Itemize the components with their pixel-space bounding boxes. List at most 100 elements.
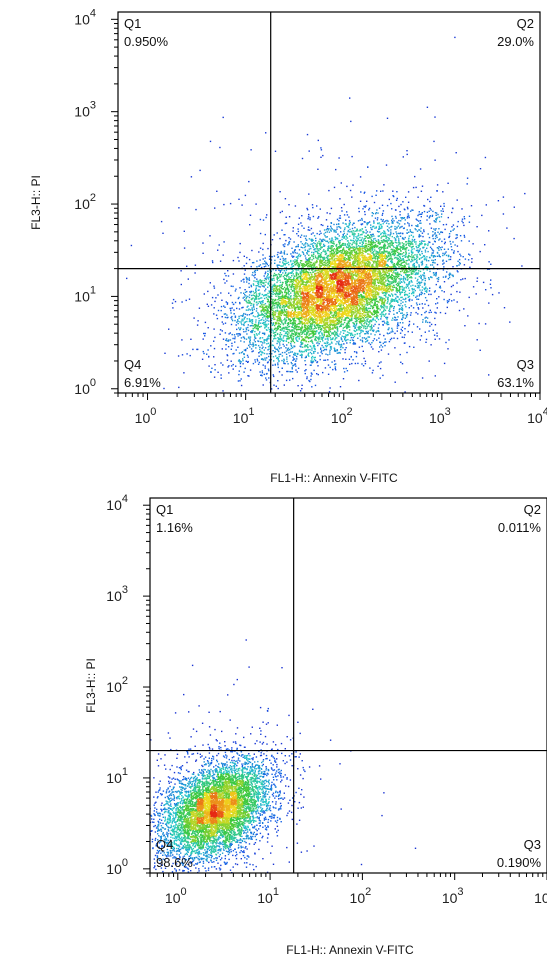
event-point: [366, 274, 368, 276]
event-point: [190, 338, 192, 340]
event-point: [375, 264, 377, 266]
event-point: [410, 210, 412, 212]
event-point: [353, 249, 356, 252]
event-point: [311, 308, 313, 310]
event-point: [334, 337, 337, 340]
event-point: [239, 301, 241, 304]
event-point: [282, 265, 284, 267]
event-point: [414, 258, 416, 261]
event-point: [318, 250, 320, 252]
event-point: [309, 218, 311, 221]
event-point: [367, 237, 370, 239]
event-point: [419, 220, 422, 222]
event-point: [303, 277, 306, 279]
event-point: [348, 314, 350, 316]
event-point: [318, 267, 321, 269]
event-point: [273, 290, 275, 293]
event-point: [273, 360, 275, 362]
event-point: [331, 303, 333, 305]
event-point: [379, 309, 381, 311]
event-point: [407, 239, 410, 241]
event-point: [220, 305, 223, 308]
event-point: [396, 235, 398, 237]
event-point: [227, 346, 230, 348]
event-point: [372, 238, 375, 240]
event-point: [420, 190, 423, 192]
event-point: [344, 337, 346, 340]
event-point: [420, 281, 423, 283]
event-point: [427, 243, 429, 245]
event-point: [281, 265, 283, 267]
event-point: [263, 349, 265, 351]
event-point: [257, 298, 259, 300]
event-point: [421, 242, 423, 245]
event-point: [374, 255, 377, 258]
event-point: [428, 311, 430, 314]
event-point: [391, 319, 393, 321]
event-point: [399, 256, 401, 258]
event-point: [339, 333, 341, 335]
event-point: [380, 239, 383, 242]
event-point: [388, 276, 390, 279]
event-point: [405, 253, 407, 255]
event-point: [300, 234, 303, 236]
event-point: [380, 315, 383, 317]
event-point: [326, 227, 329, 230]
event-point: [259, 371, 261, 373]
event-point: [431, 249, 434, 251]
event-point: [325, 286, 327, 288]
event-point: [365, 236, 368, 238]
event-point: [339, 295, 341, 297]
event-point: [419, 213, 422, 215]
event-point: [288, 293, 290, 295]
event-point: [265, 265, 267, 267]
event-point: [438, 254, 440, 256]
event-point: [435, 274, 437, 276]
event-point: [374, 298, 376, 300]
event-point: [344, 311, 347, 313]
event-point: [300, 301, 302, 303]
event-point: [301, 310, 303, 312]
event-point: [354, 272, 357, 274]
event-point: [391, 289, 394, 291]
event-point: [284, 334, 286, 337]
event-point: [366, 316, 369, 318]
event-point: [292, 301, 295, 303]
event-point: [369, 245, 372, 247]
event-point: [272, 364, 274, 366]
event-point: [342, 254, 344, 257]
event-point: [304, 303, 306, 306]
event-point: [344, 298, 346, 300]
event-point: [347, 317, 350, 319]
event-point: [358, 281, 360, 284]
event-point: [377, 270, 379, 272]
event-point: [375, 239, 377, 242]
event-point: [283, 311, 285, 313]
event-point: [407, 222, 409, 224]
event-point: [361, 217, 363, 220]
event-point: [274, 293, 277, 296]
event-point: [289, 320, 291, 323]
event-point: [399, 282, 401, 284]
event-point: [424, 297, 427, 299]
event-point: [294, 259, 296, 261]
event-point: [377, 256, 380, 259]
event-point: [287, 292, 289, 294]
event-point: [381, 283, 383, 286]
event-point: [325, 335, 328, 338]
event-point: [318, 307, 320, 309]
event-point: [277, 358, 279, 361]
event-point: [370, 248, 372, 250]
event-point: [276, 278, 278, 280]
event-point: [376, 292, 379, 295]
event-point: [405, 244, 407, 246]
event-point: [356, 275, 358, 277]
event-point: [250, 313, 252, 315]
event-point: [397, 236, 399, 238]
event-point: [392, 264, 394, 266]
event-point: [334, 320, 336, 323]
event-point: [408, 345, 411, 348]
event-point: [275, 301, 278, 304]
event-point: [330, 304, 332, 306]
event-point: [335, 292, 338, 295]
